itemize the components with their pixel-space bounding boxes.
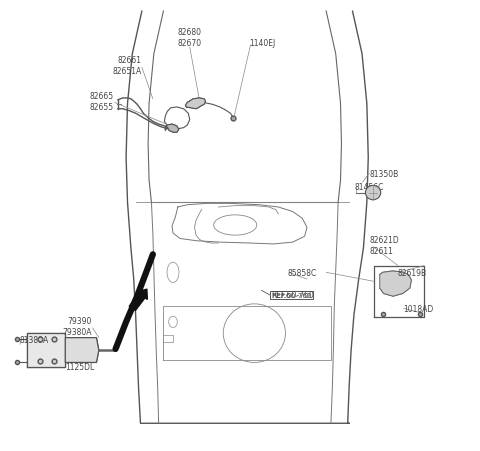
Text: REF.60-760: REF.60-760 bbox=[271, 291, 314, 299]
Text: 82619B: 82619B bbox=[398, 268, 427, 277]
Text: 82680
82670: 82680 82670 bbox=[178, 28, 202, 48]
Polygon shape bbox=[65, 338, 99, 363]
Text: 79390
79380A: 79390 79380A bbox=[62, 317, 92, 337]
Text: 82665
82655: 82665 82655 bbox=[89, 92, 113, 112]
Polygon shape bbox=[380, 272, 411, 297]
Text: REF.60-760: REF.60-760 bbox=[271, 292, 312, 298]
Circle shape bbox=[365, 186, 381, 200]
Text: 82661
82651A: 82661 82651A bbox=[113, 56, 142, 76]
Polygon shape bbox=[27, 333, 65, 367]
Text: 81456C: 81456C bbox=[355, 183, 384, 192]
Text: 1125DL: 1125DL bbox=[65, 363, 94, 372]
Text: 81350B: 81350B bbox=[369, 169, 398, 178]
Text: 81389A: 81389A bbox=[20, 336, 49, 345]
Polygon shape bbox=[165, 125, 179, 133]
Text: 1140EJ: 1140EJ bbox=[250, 39, 276, 48]
Text: 82621D
82611: 82621D 82611 bbox=[369, 236, 399, 256]
FancyArrow shape bbox=[129, 290, 147, 311]
Text: 1018AD: 1018AD bbox=[403, 304, 433, 313]
Text: 85858C: 85858C bbox=[288, 268, 317, 277]
Polygon shape bbox=[185, 99, 205, 110]
